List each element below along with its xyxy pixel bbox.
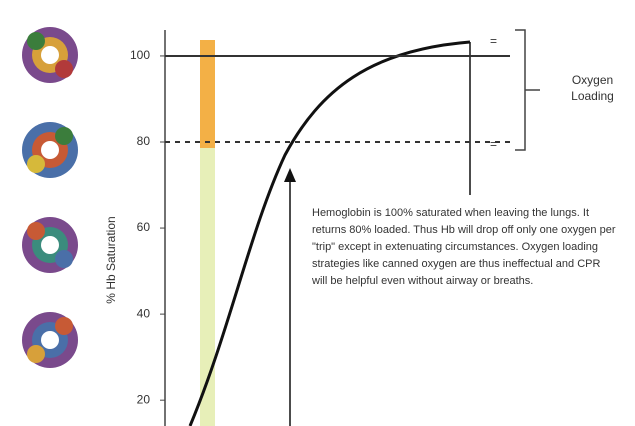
side-label: Oxygen Loading bbox=[571, 73, 614, 103]
tissue-zone bbox=[200, 148, 215, 426]
y-tick-label: 60 bbox=[137, 220, 151, 234]
hemoglobin-icons bbox=[22, 27, 78, 368]
y-tick-label: 100 bbox=[130, 48, 150, 62]
y-axis-label: % Hb Saturation bbox=[104, 216, 118, 303]
y-tick-label: 80 bbox=[137, 134, 151, 148]
y-tick-label: 40 bbox=[137, 306, 151, 320]
marker: = bbox=[490, 137, 497, 151]
dissociation-curve bbox=[188, 40, 471, 426]
bracket bbox=[515, 29, 540, 151]
y-tick-label: 20 bbox=[137, 392, 151, 406]
marker: = bbox=[490, 34, 497, 48]
lung-zone bbox=[200, 40, 215, 148]
arrow-head bbox=[284, 168, 296, 182]
annotation: Hemoglobin is 100% saturated when leavin… bbox=[312, 207, 616, 287]
